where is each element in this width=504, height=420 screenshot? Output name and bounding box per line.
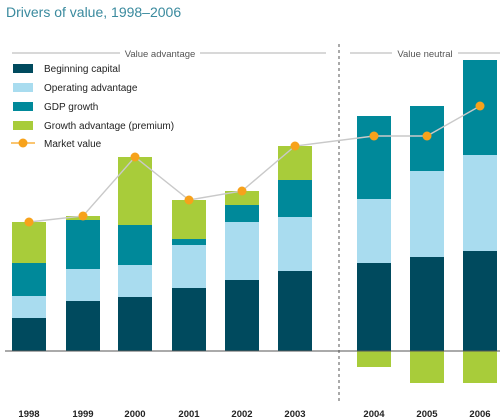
point-market-value-2003 [290, 141, 300, 151]
point-market-value-2004 [369, 131, 379, 141]
bar-beginning-capital-1999 [66, 301, 100, 351]
legend-label-market-value: Market value [44, 139, 102, 150]
x-tick-2005: 2005 [416, 409, 438, 420]
legend-swatch-beginning-capital [13, 64, 33, 73]
point-market-value-2005 [422, 131, 432, 141]
x-tick-2001: 2001 [178, 409, 200, 420]
bar-growth-advantage-premium-2003 [278, 146, 312, 180]
bar-operating-advantage-2006 [463, 155, 497, 251]
bar-operating-advantage-2005 [410, 171, 444, 257]
bar-beginning-capital-2006 [463, 251, 497, 351]
bar-growth-advantage-premium-2002 [225, 191, 259, 205]
bar-operating-advantage-1999 [66, 269, 100, 301]
x-tick-2006: 2006 [469, 409, 490, 420]
bar-operating-advantage-2001 [172, 245, 206, 288]
legend-swatch-growth-advantage [13, 121, 33, 130]
bar-beginning-capital-2004 [357, 263, 391, 351]
legend-label-beginning-capital: Beginning capital [44, 64, 120, 75]
bar-operating-advantage-2002 [225, 222, 259, 280]
x-tick-1998: 1998 [18, 409, 39, 420]
bar-growth-advantage-premium-1998 [12, 222, 46, 263]
x-tick-2000: 2000 [124, 409, 145, 420]
bar-growth-advantage-premium-2005 [410, 351, 444, 383]
point-market-value-2006 [475, 101, 485, 111]
bar-gdp-growth-2000 [118, 225, 152, 265]
section-label-value-advantage: Value advantage [125, 49, 196, 60]
bar-growth-advantage-premium-2006 [463, 351, 497, 383]
bar-gdp-growth-2003 [278, 180, 312, 217]
chart-title: Drivers of value, 1998–2006 [6, 4, 181, 20]
bars-group [12, 60, 497, 383]
bar-gdp-growth-1999 [66, 220, 100, 269]
bar-gdp-growth-2001 [172, 239, 206, 245]
bar-operating-advantage-1998 [12, 296, 46, 318]
legend-swatch-gdp-growth [13, 102, 33, 111]
legend: Beginning capital Operating advantage GD… [11, 64, 174, 150]
bar-beginning-capital-2002 [225, 280, 259, 351]
x-tick-2002: 2002 [231, 409, 252, 420]
bar-beginning-capital-1998 [12, 318, 46, 351]
section-label-value-neutral: Value neutral [397, 49, 452, 60]
legend-label-growth-advantage: Growth advantage (premium) [44, 121, 174, 132]
legend-label-gdp-growth: GDP growth [44, 102, 98, 113]
market-value-line-group [24, 101, 485, 227]
bar-gdp-growth-2004 [357, 116, 391, 199]
bar-beginning-capital-2003 [278, 271, 312, 351]
legend-marker-market-value [18, 138, 28, 148]
bar-gdp-growth-1998 [12, 263, 46, 296]
bar-operating-advantage-2004 [357, 199, 391, 263]
bar-growth-advantage-premium-2001 [172, 200, 206, 239]
x-tick-1999: 1999 [72, 409, 93, 420]
x-tick-2003: 2003 [284, 409, 305, 420]
point-market-value-2000 [130, 152, 140, 162]
legend-swatch-operating-advantage [13, 83, 33, 92]
legend-label-operating-advantage: Operating advantage [44, 83, 138, 94]
point-market-value-2001 [184, 195, 194, 205]
bar-beginning-capital-2001 [172, 288, 206, 351]
x-tick-2004: 2004 [363, 409, 385, 420]
bar-growth-advantage-premium-2004 [357, 351, 391, 367]
point-market-value-1998 [24, 217, 34, 227]
point-market-value-2002 [237, 186, 247, 196]
bar-beginning-capital-2005 [410, 257, 444, 351]
bar-gdp-growth-2002 [225, 205, 259, 222]
x-axis-ticks: 1998 1999 2000 2001 2002 2003 2004 2005 2006 [18, 409, 490, 420]
bar-beginning-capital-2000 [118, 297, 152, 351]
section-headers: Value advantage Value neutral [12, 49, 500, 60]
bar-operating-advantage-2000 [118, 265, 152, 297]
bar-operating-advantage-2003 [278, 217, 312, 271]
bar-growth-advantage-premium-2000 [118, 157, 152, 225]
point-market-value-1999 [78, 211, 88, 221]
